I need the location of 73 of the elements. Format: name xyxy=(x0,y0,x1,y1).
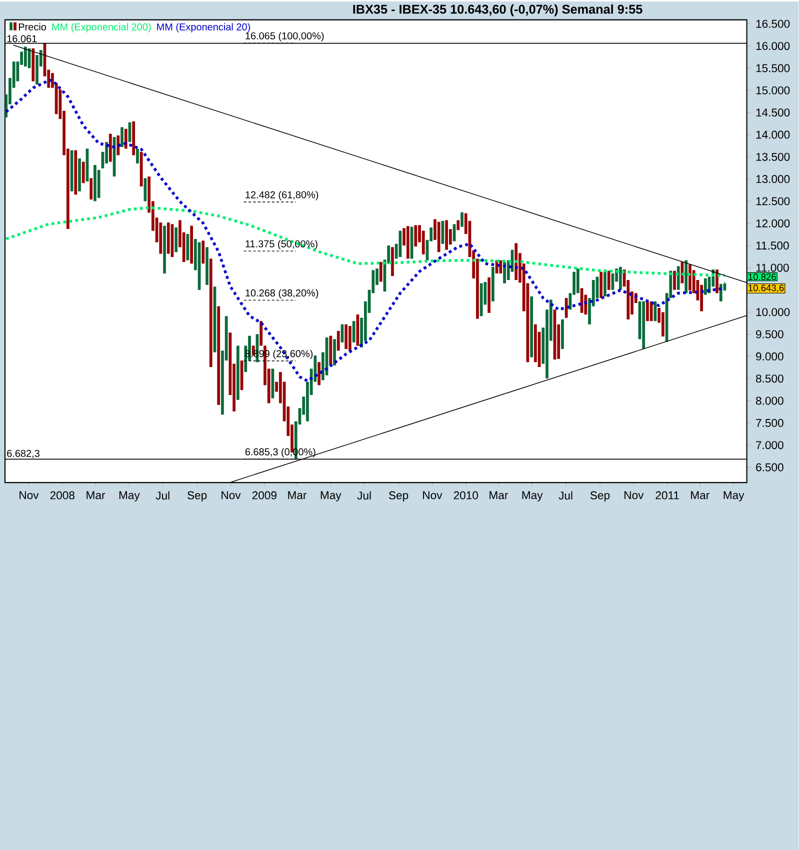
candlestick xyxy=(565,298,568,318)
x-tick-label: May xyxy=(724,491,744,502)
x-tick-label: Sep xyxy=(188,491,207,502)
y-tick-label: 11.000 xyxy=(756,264,789,272)
x-tick-label: Nov xyxy=(624,491,644,500)
candlestick xyxy=(24,46,27,67)
candlestick xyxy=(82,161,85,184)
x-tick-label: Nov xyxy=(423,491,442,500)
y-tick-label: 9.000 xyxy=(756,352,784,360)
candlestick xyxy=(704,278,707,296)
x-tick-label: Mar xyxy=(86,491,106,500)
text: MM (Exponencial 20) xyxy=(157,23,250,32)
y-tick-label: 7.500 xyxy=(756,418,784,427)
x-tick-label: Jul xyxy=(156,491,170,500)
line-series xyxy=(5,206,726,277)
candlestick xyxy=(673,270,676,290)
chart-title: IBX35 - IBEX-35 10.643,60 (-0,07%) Semanal 9:55 xyxy=(353,4,642,16)
y-tick-label: 7.000 xyxy=(756,441,784,450)
y-tick-label: 13.500 xyxy=(756,152,790,161)
ref-line-label: 10.268 (38,20%) xyxy=(246,289,318,298)
candlestick xyxy=(414,224,418,247)
candlestick xyxy=(441,220,444,244)
y-tick-label: 13.000 xyxy=(756,175,790,184)
legend-label: Precio xyxy=(19,23,46,30)
candlestick xyxy=(120,126,124,148)
y-tick-label: 8.500 xyxy=(756,374,784,383)
x-tick-label: May xyxy=(120,491,140,502)
x-tick-label: Sep xyxy=(590,491,610,502)
x-tick-label: Sep xyxy=(389,491,408,502)
candlestick xyxy=(90,178,93,200)
candlestick xyxy=(499,260,502,274)
y-tick-label: 6.500 xyxy=(756,463,784,472)
ref-line-label: 8.899 (23,60%) xyxy=(246,350,313,360)
candlestick xyxy=(608,270,610,290)
x-tick-label: 2010 xyxy=(454,491,478,500)
x-tick-label: Jul xyxy=(357,491,371,500)
y-tick-label: 10.000 xyxy=(756,308,790,316)
y-tick-label: 12.500 xyxy=(756,197,790,206)
text: MM (Exponencial 200) xyxy=(52,23,151,32)
ref-line-label: 16.065 (100,00%) xyxy=(246,32,324,42)
x-tick-label: Mar xyxy=(691,491,710,500)
y-tick-label: 8.000 xyxy=(756,396,784,405)
candlestick xyxy=(460,212,464,228)
candlestick xyxy=(202,240,205,264)
y-tick-label: 11.500 xyxy=(756,242,789,250)
x-tick-label: Mar xyxy=(490,491,508,500)
y-tick-label: 9.500 xyxy=(756,330,784,338)
x-tick-label: May xyxy=(321,491,342,502)
y-tick-label: 16.500 xyxy=(756,20,790,28)
y-tick-label: 14.000 xyxy=(756,130,790,139)
x-tick-label: Mar xyxy=(288,491,307,500)
x-tick-label: 2008 xyxy=(50,491,75,500)
ref-line-label: 6.682,3 xyxy=(7,450,40,458)
y-tick-label: 15.000 xyxy=(756,86,790,94)
candlestick xyxy=(352,320,356,343)
x-tick-label: 2009 xyxy=(252,491,277,500)
x-tick-label: Nov xyxy=(222,491,241,500)
candlestick xyxy=(677,266,680,290)
candlestick xyxy=(318,362,321,386)
y-tick-label: 14.500 xyxy=(756,108,790,117)
x-tick-label: 2011 xyxy=(656,491,680,500)
x-tick-label: Nov xyxy=(20,491,39,500)
x-tick-label: Jul xyxy=(558,491,572,500)
candlestick xyxy=(136,148,140,164)
ref-line-label: 16.061 xyxy=(8,35,37,42)
y-tick-label: 16.000 xyxy=(756,42,790,50)
line-series xyxy=(5,78,726,382)
y-tick-label: 12.000 xyxy=(756,219,790,228)
annotation: 10.643,6 xyxy=(748,284,784,292)
x-tick-label: May xyxy=(522,491,543,502)
annotation: 10.826 xyxy=(748,273,776,280)
ref-line-label: 12.482 (61,80%) xyxy=(246,190,318,200)
y-tick-label: 15.500 xyxy=(756,64,790,72)
